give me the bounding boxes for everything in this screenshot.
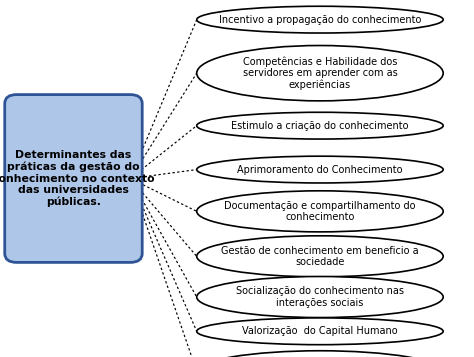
Ellipse shape [197, 112, 443, 139]
Ellipse shape [197, 276, 443, 318]
Text: Documentação e compartilhamento do
conhecimento: Documentação e compartilhamento do conhe… [224, 201, 416, 222]
Ellipse shape [197, 318, 443, 345]
Text: Socialização do conhecimento nas
interações sociais: Socialização do conhecimento nas interaç… [236, 286, 404, 308]
FancyBboxPatch shape [5, 95, 142, 262]
Text: Valorização  do Capital Humano: Valorização do Capital Humano [242, 326, 398, 336]
Text: Estimulo a criação do conhecimento: Estimulo a criação do conhecimento [231, 121, 409, 131]
Text: Competências e Habilidade dos
servidores em aprender com as
experiências: Competências e Habilidade dos servidores… [243, 56, 397, 90]
Text: Determinantes das
práticas da gestão do
conhecimento no contexto
das universidad: Determinantes das práticas da gestão do … [0, 150, 155, 207]
Ellipse shape [197, 45, 443, 101]
Ellipse shape [197, 6, 443, 33]
Text: Aprimoramento do Conhecimento: Aprimoramento do Conhecimento [237, 165, 403, 175]
Ellipse shape [197, 236, 443, 277]
Ellipse shape [197, 156, 443, 183]
Ellipse shape [197, 351, 443, 357]
Text: Incentivo a propagação do conhecimento: Incentivo a propagação do conhecimento [219, 15, 421, 25]
Text: Gestão de conhecimento em beneficio a
sociedade: Gestão de conhecimento em beneficio a so… [221, 246, 419, 267]
Ellipse shape [197, 191, 443, 232]
